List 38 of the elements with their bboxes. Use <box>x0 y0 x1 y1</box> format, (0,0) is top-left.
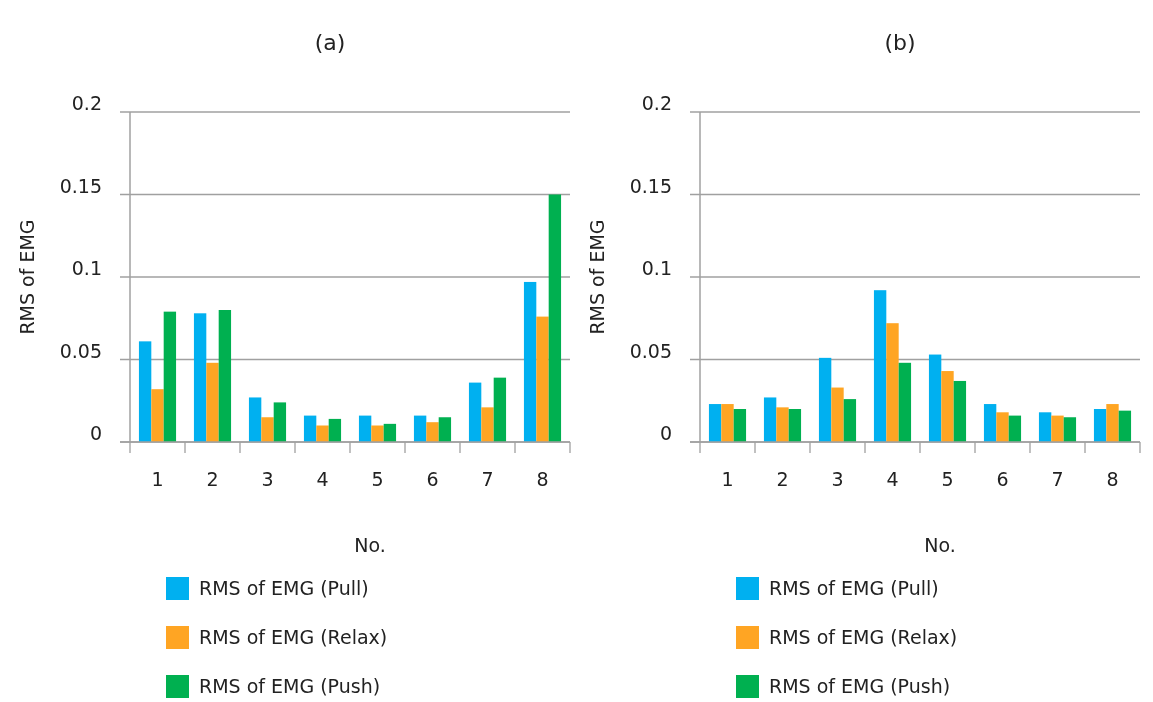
y-tick-label: 0.2 <box>641 92 672 115</box>
y-axis-title: RMS of EMG <box>16 219 38 335</box>
chart-title: (b) <box>884 30 916 55</box>
x-tick-label: 2 <box>776 468 789 490</box>
y-tick-label: 0 <box>659 422 672 445</box>
x-axis-title: No. <box>354 534 386 556</box>
chart-title: (a) <box>314 30 346 55</box>
x-tick-label: 8 <box>536 468 549 490</box>
y-tick-label: 0.05 <box>629 339 672 362</box>
x-tick-label: 7 <box>481 468 494 490</box>
x-tick-label: 4 <box>316 468 329 490</box>
y-tick-label: 0.05 <box>59 339 102 362</box>
legend-label: RMS of EMG (Relax) <box>199 626 388 648</box>
x-tick-label: 4 <box>886 468 899 490</box>
legend-label: RMS of EMG (Pull) <box>199 577 369 599</box>
y-tick-label: 0.1 <box>71 257 102 280</box>
x-tick-label: 3 <box>831 468 844 490</box>
y-tick-label: 0 <box>89 422 102 445</box>
x-tick-label: 8 <box>1106 468 1119 490</box>
y-tick-label: 0.1 <box>641 257 672 280</box>
x-tick-label: 2 <box>206 468 219 490</box>
x-tick-label: 6 <box>996 468 1009 490</box>
legend-label: RMS of EMG (Relax) <box>769 626 958 648</box>
x-tick-label: 3 <box>261 468 274 490</box>
x-tick-label: 1 <box>721 468 734 490</box>
legend-label: RMS of EMG (Push) <box>769 675 951 697</box>
x-axis-title: No. <box>924 534 956 556</box>
x-tick-label: 5 <box>941 468 954 490</box>
y-tick-label: 0.15 <box>59 174 102 197</box>
y-axis-title: RMS of EMG <box>586 219 608 335</box>
x-tick-label: 6 <box>426 468 439 490</box>
x-tick-label: 1 <box>151 468 164 490</box>
legend-label: RMS of EMG (Push) <box>199 675 381 697</box>
legend-label: RMS of EMG (Pull) <box>769 577 939 599</box>
x-tick-label: 7 <box>1051 468 1064 490</box>
y-tick-label: 0.2 <box>71 92 102 115</box>
x-tick-label: 5 <box>371 468 384 490</box>
y-tick-label: 0.15 <box>629 174 672 197</box>
